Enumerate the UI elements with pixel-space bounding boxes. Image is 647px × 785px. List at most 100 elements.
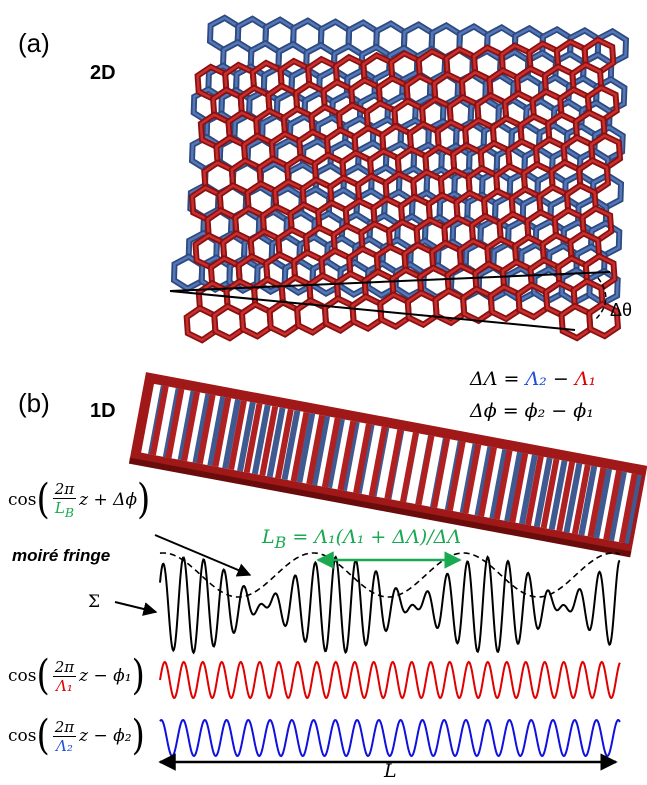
red-bar [431,438,451,509]
pointer-arrow [154,534,252,577]
blue-bar [266,407,286,478]
reference-line [169,290,576,331]
red-bar [571,464,591,535]
sum-label: Σ [88,592,101,612]
red-bar [540,458,560,529]
red-bar [400,432,419,503]
wave2 [159,718,621,758]
envelope-curve [159,552,621,598]
red-bar [509,452,529,523]
envelope-formula: cos ( 2π LB z + Δϕ ) [8,476,150,524]
hexagon-highlight [587,302,620,338]
eq-text: 2π [52,480,77,499]
hexagon-highlight [560,304,592,340]
red-bar [290,411,310,482]
red-bar [259,405,279,476]
blue-bar [519,454,538,525]
red-bar [446,441,466,511]
eq-text: ) [131,652,145,700]
red-bar [181,391,200,462]
eq-text: ( [36,652,50,700]
pointer-arrow [114,601,158,616]
dimension-label: 1D [90,400,116,422]
blue-bar [222,399,241,469]
blue-bar [563,462,583,533]
red-bar [353,423,372,494]
eq-text: ( [36,712,50,760]
blue-bar [593,468,613,539]
eq-text: = Λ₁(Λ₁ + ΔΛ)/ΔΛ [292,526,462,548]
panel-label: (a) [18,28,50,58]
hexagon-highlight [351,295,383,331]
eq-text: 2π [52,657,77,677]
red-bar [306,414,326,485]
eq-text: L [54,499,65,517]
eq-text: B [64,505,75,520]
blue-bar [504,451,523,522]
angle-label: Δθ [610,300,633,320]
red-bar [493,449,513,520]
blue-bar [608,471,627,542]
red-bar [274,408,294,479]
red-bar [337,420,357,491]
hexagon-highlight [240,302,272,338]
beat-length: LB = Λ₁(Λ₁ + ΔΛ)/ΔΛ [262,526,461,552]
red-bar [462,443,482,514]
eq-text: 2π [52,717,77,737]
eq-text: ) [137,476,151,524]
eq-text: Λ₂ [56,736,73,755]
eq-text: B [274,532,287,552]
red-bar [149,385,169,456]
red-bar [478,446,497,517]
red-bar [415,435,435,506]
eq-text: cos [8,490,37,510]
blue-bar [578,465,598,536]
red-bar [587,467,607,538]
blue-bar [548,460,568,531]
eq-text: − [552,368,569,390]
hexagon-highlight [268,300,300,336]
eq-text: L [262,526,275,548]
blue-bar [311,415,331,486]
eq-text: ( [36,476,50,524]
red-bar [165,388,185,459]
eq-text: ΔΛ = [470,368,520,390]
eq-text: Λ₂ [525,368,547,390]
blue-bar [281,410,301,481]
grating [128,372,647,558]
red-bar [603,470,622,541]
hexagon-highlight [213,304,245,340]
delta-lambda: ΔΛ = Λ₂ − Λ₁ [470,368,596,390]
red-bar [321,417,341,488]
eq-text: Λ₁ [56,676,73,695]
wave1 [159,660,621,700]
hexagon-highlight [406,291,438,327]
blue-bar [489,449,509,519]
hexagon-highlight [323,297,355,332]
length-label: L [384,760,397,782]
blue-bar [237,401,256,472]
moire-label: moiré fringe [12,546,111,565]
reference-line [169,271,611,292]
eq-text: z − ϕ₂ [79,726,132,746]
wave1-formula: cos ( 2π Λ₁ z − ϕ₁ ) [8,652,145,700]
lattice [183,36,624,344]
eq-text: Λ₁ [574,368,597,390]
eq-text: z + Δϕ [79,490,138,510]
wave2-formula: cos ( 2π Λ₂ z − ϕ₂ ) [8,712,145,760]
red-bar [384,429,404,500]
red-bar [212,397,232,468]
red-bar [618,473,638,544]
blue-bar [192,393,212,464]
dimension-label: 2D [90,62,116,84]
angle-arc [594,277,607,321]
sum-wave [159,555,621,655]
red-bar [243,403,263,473]
blue-bar [207,396,227,467]
red-bar [196,394,216,465]
panel-label: (b) [18,388,50,418]
red-bar [368,426,388,497]
red-bar [228,400,247,471]
